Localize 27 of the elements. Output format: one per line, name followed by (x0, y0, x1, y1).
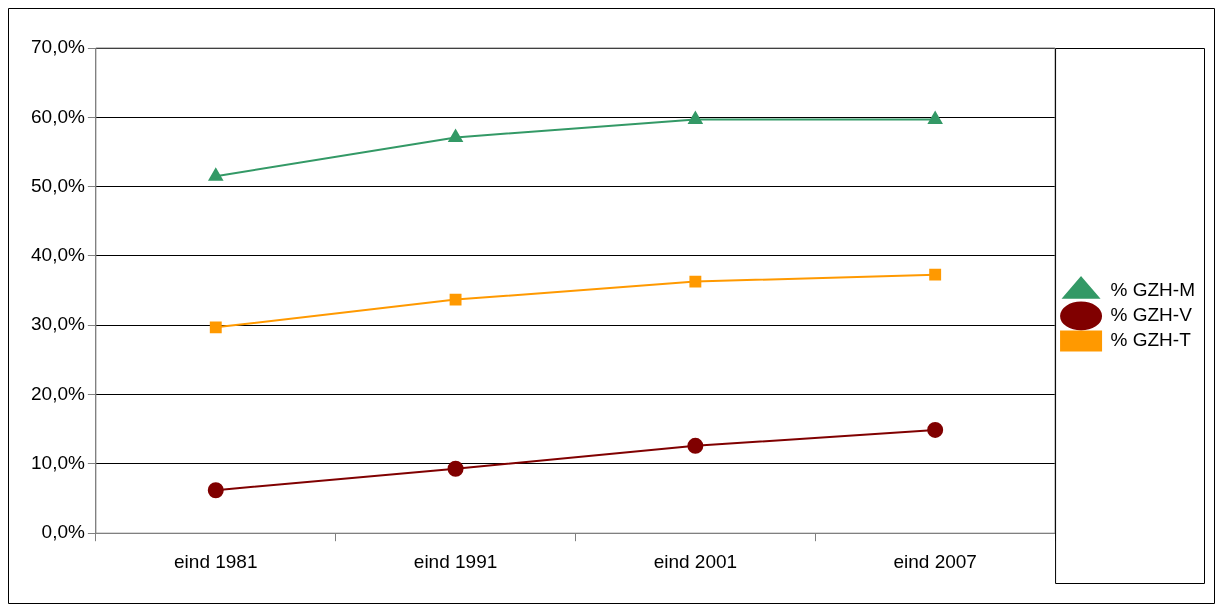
x-tick-label: eind 2001 (653, 550, 738, 572)
point (209, 321, 222, 334)
point (447, 460, 464, 477)
point (449, 293, 462, 306)
y-tick-label: 20,0% (31, 382, 85, 404)
point (929, 268, 942, 281)
point (688, 111, 703, 124)
y-tick-label: 70,0% (31, 36, 85, 58)
y-tick-label: 50,0% (31, 174, 85, 196)
y-tick-label: 40,0% (31, 244, 85, 266)
legend-label: % GZH-M (1110, 279, 1195, 301)
y-tick-label: 30,0% (31, 313, 85, 335)
point (208, 168, 223, 181)
point (207, 482, 224, 499)
legend-label: % GZH-V (1110, 304, 1193, 326)
y-tick-label: 0,0% (41, 521, 85, 543)
y-tick-label: 60,0% (31, 105, 85, 127)
legend-label: % GZH-T (1110, 329, 1192, 351)
point (927, 421, 944, 438)
point (928, 111, 943, 124)
point (448, 129, 463, 142)
x-tick-label: eind 1991 (413, 550, 498, 572)
point (687, 437, 704, 454)
x-tick-label: eind 1981 (174, 550, 258, 572)
x-tick-label: eind 2007 (893, 550, 977, 572)
point (689, 275, 702, 288)
y-tick-label: 10,0% (31, 452, 85, 474)
